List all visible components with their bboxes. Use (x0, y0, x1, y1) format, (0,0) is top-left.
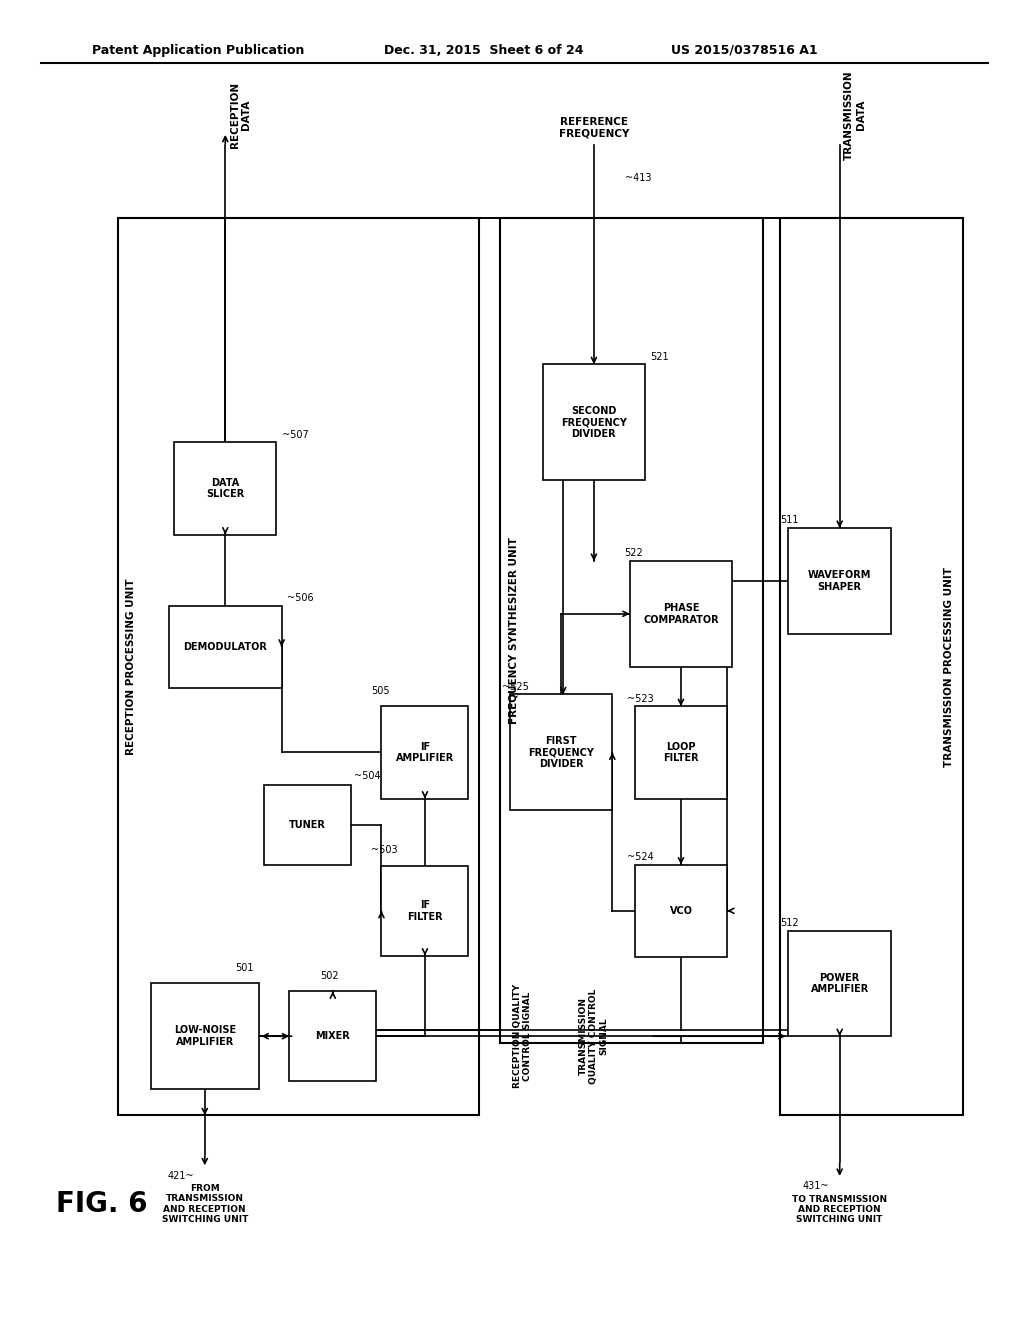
Text: DEMODULATOR: DEMODULATOR (183, 642, 267, 652)
Text: 511: 511 (780, 515, 799, 525)
Bar (264, 785, 350, 865)
Bar (630, 561, 732, 667)
Text: ~504: ~504 (354, 771, 381, 781)
Text: 505: 505 (371, 685, 390, 696)
Text: TRANSMISSION
DATA: TRANSMISSION DATA (844, 70, 866, 160)
Bar (500, 218, 763, 1043)
Text: 421~: 421~ (168, 1171, 195, 1181)
Text: POWER
AMPLIFIER: POWER AMPLIFIER (811, 973, 868, 994)
Text: ~525: ~525 (502, 681, 528, 692)
Text: IF
AMPLIFIER: IF AMPLIFIER (396, 742, 454, 763)
Bar (780, 218, 963, 1115)
Text: FIRST
FREQUENCY
DIVIDER: FIRST FREQUENCY DIVIDER (528, 735, 594, 770)
Text: TRANSMISSION PROCESSING UNIT: TRANSMISSION PROCESSING UNIT (944, 566, 954, 767)
Bar (788, 528, 891, 634)
Text: ~523: ~523 (627, 693, 653, 704)
Bar (381, 866, 469, 956)
Bar (635, 706, 727, 799)
Text: Patent Application Publication: Patent Application Publication (92, 44, 304, 57)
Text: 512: 512 (780, 917, 799, 928)
Bar (174, 442, 276, 535)
Text: ~524: ~524 (627, 851, 653, 862)
Text: VCO: VCO (670, 906, 692, 916)
Text: PHASE
COMPARATOR: PHASE COMPARATOR (643, 603, 719, 624)
Text: FIG. 6: FIG. 6 (56, 1189, 147, 1218)
Bar (118, 218, 479, 1115)
Bar (152, 983, 258, 1089)
Bar (788, 931, 891, 1036)
Text: TUNER: TUNER (289, 820, 326, 830)
Text: FREQUENCY SYNTHESIZER UNIT: FREQUENCY SYNTHESIZER UNIT (508, 537, 518, 723)
Bar (381, 706, 469, 799)
Text: FROM
TRANSMISSION
AND RECEPTION
SWITCHING UNIT: FROM TRANSMISSION AND RECEPTION SWITCHIN… (162, 1184, 248, 1224)
Text: LOW-NOISE
AMPLIFIER: LOW-NOISE AMPLIFIER (174, 1026, 236, 1047)
Bar (635, 865, 727, 957)
Text: 502: 502 (319, 970, 339, 981)
Text: RECEPTION PROCESSING UNIT: RECEPTION PROCESSING UNIT (126, 578, 136, 755)
Bar (543, 364, 645, 480)
Bar (290, 991, 377, 1081)
Text: WAVEFORM
SHAPER: WAVEFORM SHAPER (808, 570, 871, 591)
Text: TO TRANSMISSION
AND RECEPTION
SWITCHING UNIT: TO TRANSMISSION AND RECEPTION SWITCHING … (793, 1195, 887, 1225)
Text: RECEPTION QUALITY
CONTROL SIGNAL: RECEPTION QUALITY CONTROL SIGNAL (513, 985, 531, 1088)
Text: US 2015/0378516 A1: US 2015/0378516 A1 (671, 44, 817, 57)
Text: 522: 522 (625, 548, 643, 558)
Text: 521: 521 (650, 351, 669, 362)
Bar (169, 606, 282, 688)
Text: 501: 501 (234, 962, 254, 973)
Text: ~413: ~413 (625, 173, 651, 183)
Text: RECEPTION
DATA: RECEPTION DATA (229, 82, 252, 148)
Text: Dec. 31, 2015  Sheet 6 of 24: Dec. 31, 2015 Sheet 6 of 24 (384, 44, 584, 57)
Text: REFERENCE
FREQUENCY: REFERENCE FREQUENCY (559, 117, 629, 139)
Text: ~503: ~503 (371, 845, 398, 855)
Text: IF
FILTER: IF FILTER (408, 900, 442, 921)
Text: ~507: ~507 (282, 429, 308, 440)
Text: MIXER: MIXER (315, 1031, 350, 1041)
Text: DATA
SLICER: DATA SLICER (206, 478, 245, 499)
Text: ~506: ~506 (287, 593, 313, 603)
Bar (510, 694, 612, 810)
Text: LOOP
FILTER: LOOP FILTER (664, 742, 698, 763)
Text: SECOND
FREQUENCY
DIVIDER: SECOND FREQUENCY DIVIDER (561, 405, 627, 440)
Text: 431~: 431~ (803, 1181, 829, 1192)
Text: TRANSMISSION
QUALITY CONTROL
SIGNAL: TRANSMISSION QUALITY CONTROL SIGNAL (579, 989, 609, 1084)
